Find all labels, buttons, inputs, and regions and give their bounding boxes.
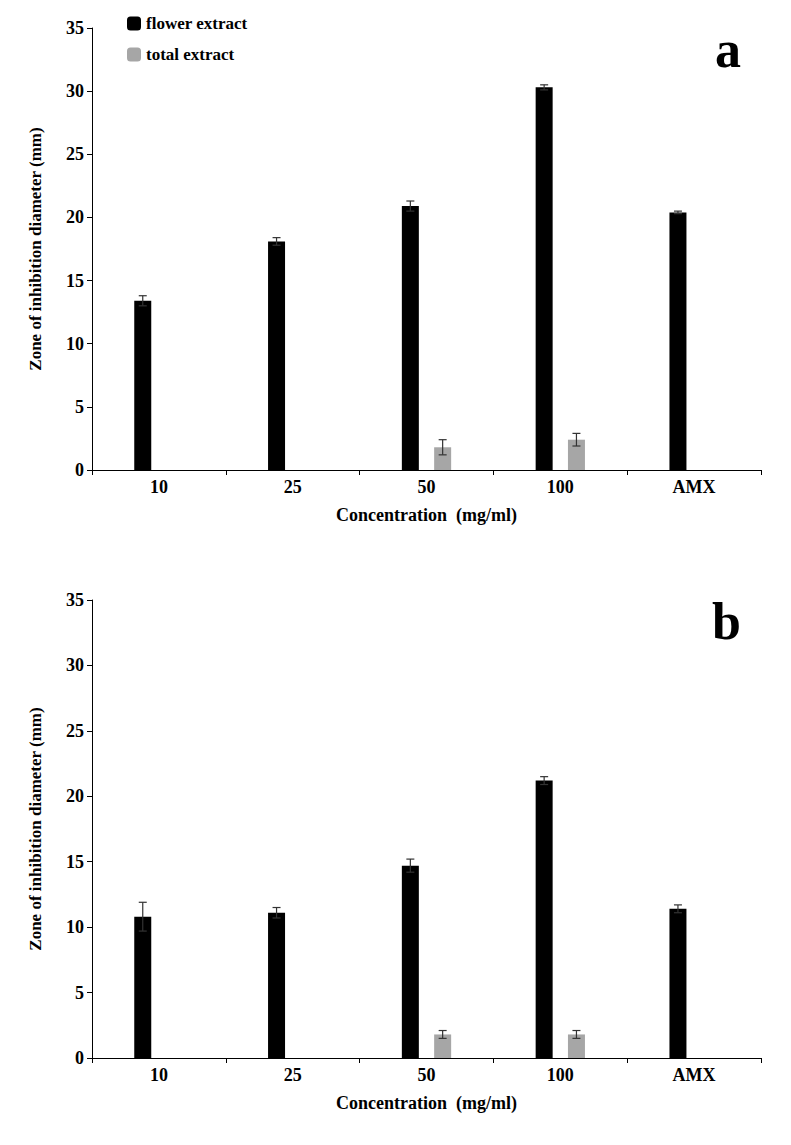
svg-text:10: 10	[150, 477, 168, 497]
svg-text:a: a	[715, 21, 741, 78]
svg-text:25: 25	[284, 1065, 302, 1085]
svg-text:Zone of inhibition diameter (m: Zone of inhibition diameter (mm)	[26, 127, 45, 370]
svg-text:100: 100	[547, 477, 574, 497]
svg-text:20: 20	[66, 207, 84, 227]
svg-text:Concentration (mg/ml): Concentration (mg/ml)	[336, 505, 517, 526]
svg-text:30: 30	[66, 81, 84, 101]
svg-text:25: 25	[66, 144, 84, 164]
svg-text:5: 5	[75, 397, 84, 417]
svg-text:35: 35	[66, 590, 84, 610]
svg-text:Concentration (mg/ml): Concentration (mg/ml)	[336, 1093, 517, 1114]
svg-text:flower extract: flower extract	[146, 14, 247, 33]
svg-text:50: 50	[418, 1065, 436, 1085]
svg-text:10: 10	[66, 917, 84, 937]
svg-text:0: 0	[75, 1048, 84, 1068]
svg-text:Zone of inhibition diameter (m: Zone of inhibition diameter (mm)	[26, 707, 45, 950]
svg-text:AMX: AMX	[673, 477, 716, 497]
svg-text:5: 5	[75, 983, 84, 1003]
svg-text:50: 50	[418, 477, 436, 497]
svg-text:30: 30	[66, 655, 84, 675]
svg-text:10: 10	[150, 1065, 168, 1085]
svg-text:b: b	[712, 593, 741, 650]
svg-text:10: 10	[66, 334, 84, 354]
svg-text:total extract: total extract	[146, 45, 235, 64]
svg-text:15: 15	[66, 852, 84, 872]
svg-text:25: 25	[66, 721, 84, 741]
svg-text:0: 0	[75, 460, 84, 480]
svg-text:AMX: AMX	[673, 1065, 716, 1085]
svg-text:15: 15	[66, 271, 84, 291]
svg-text:35: 35	[66, 18, 84, 38]
svg-text:20: 20	[66, 786, 84, 806]
svg-text:100: 100	[547, 1065, 574, 1085]
svg-text:25: 25	[284, 477, 302, 497]
